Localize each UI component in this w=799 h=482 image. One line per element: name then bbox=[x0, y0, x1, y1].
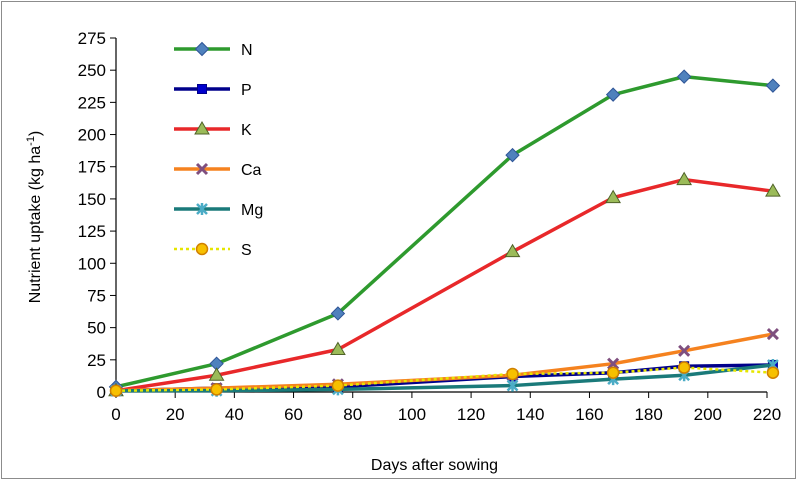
data-point-k bbox=[330, 341, 346, 356]
data-point-s bbox=[210, 383, 223, 396]
legend-marker-ca bbox=[195, 162, 209, 176]
y-tick-label: 25 bbox=[87, 351, 106, 370]
data-point-ca bbox=[766, 328, 779, 341]
data-point-ca bbox=[678, 344, 691, 357]
x-tick-label: 180 bbox=[634, 405, 662, 424]
y-tick-label: 100 bbox=[78, 254, 106, 273]
y-tick-label: 0 bbox=[97, 383, 106, 402]
x-tick-label: 120 bbox=[457, 405, 485, 424]
y-tick-label: 250 bbox=[78, 61, 106, 80]
legend-label-p: P bbox=[241, 82, 252, 99]
y-tick-label: 125 bbox=[78, 222, 106, 241]
data-point-n bbox=[765, 78, 781, 93]
data-point-n bbox=[676, 69, 692, 84]
legend-label-ca: Ca bbox=[241, 162, 262, 179]
x-tick-label: 160 bbox=[575, 405, 603, 424]
data-point-s bbox=[677, 361, 691, 374]
legend-label-n: N bbox=[241, 42, 253, 59]
x-tick-label: 140 bbox=[516, 405, 544, 424]
data-point-n bbox=[330, 306, 346, 321]
data-point-s bbox=[506, 367, 519, 381]
x-tick-label: 40 bbox=[225, 405, 244, 424]
y-tick-label: 200 bbox=[78, 126, 106, 145]
y-tick-label: 275 bbox=[78, 29, 106, 48]
y-tick-label: 225 bbox=[78, 93, 106, 112]
data-point-k bbox=[676, 171, 693, 186]
legend-marker-k bbox=[194, 121, 210, 135]
data-point-k bbox=[605, 189, 621, 204]
data-point-ca bbox=[607, 357, 620, 370]
x-tick-label: 60 bbox=[284, 405, 303, 424]
data-point-k bbox=[765, 183, 781, 197]
data-point-n bbox=[505, 147, 520, 163]
y-axis-title: Nutrient uptake (kg ha-1) bbox=[25, 131, 44, 304]
data-point-k bbox=[208, 367, 225, 381]
data-point-mg bbox=[506, 379, 519, 392]
data-point-s bbox=[331, 379, 345, 392]
x-tick-label: 80 bbox=[343, 405, 362, 424]
data-point-k bbox=[504, 243, 521, 258]
data-point-n bbox=[605, 87, 621, 102]
legend-marker-p bbox=[197, 84, 207, 94]
y-tick-label: 175 bbox=[78, 158, 106, 177]
legend-label-s: S bbox=[241, 242, 252, 259]
data-point-s bbox=[766, 366, 780, 379]
x-tick-label: 100 bbox=[398, 405, 426, 424]
legend-marker-mg bbox=[196, 203, 208, 215]
data-point-s bbox=[109, 384, 123, 397]
legend-marker-n bbox=[194, 41, 210, 57]
legend-label-k: K bbox=[241, 122, 252, 139]
y-tick-label: 75 bbox=[87, 286, 106, 305]
legend-marker-s bbox=[195, 242, 209, 256]
x-tick-label: 0 bbox=[111, 405, 120, 424]
legend-label-mg: Mg bbox=[241, 202, 263, 219]
y-tick-label: 50 bbox=[87, 319, 106, 338]
y-tick-label: 150 bbox=[78, 190, 106, 209]
series-line-n bbox=[115, 74, 774, 389]
x-tick-label: 220 bbox=[753, 405, 781, 424]
x-tick-label: 20 bbox=[166, 405, 185, 424]
x-tick-label: 200 bbox=[694, 405, 722, 424]
x-axis-title: Days after sowing bbox=[371, 457, 498, 474]
data-point-s bbox=[606, 366, 620, 379]
